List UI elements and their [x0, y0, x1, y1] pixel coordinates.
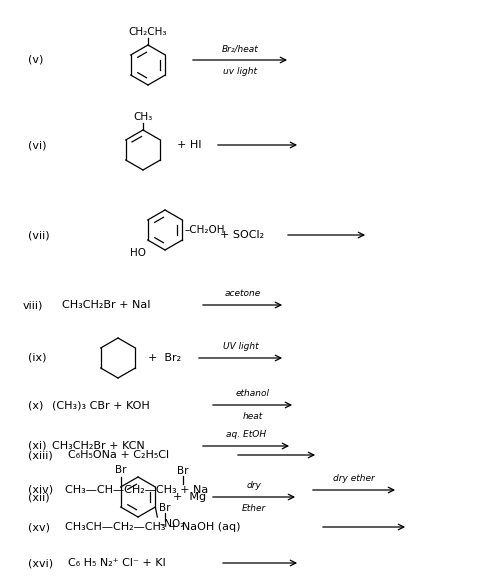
Text: aq. EtOH: aq. EtOH [226, 430, 266, 439]
Text: + SOCl₂: + SOCl₂ [220, 230, 264, 240]
Text: –CH₂OH: –CH₂OH [184, 225, 225, 235]
Text: (xiii): (xiii) [28, 450, 53, 460]
Text: CH₃CH₂Br + KCN: CH₃CH₂Br + KCN [52, 441, 145, 451]
Text: CH₃—CH—CH₂—CH₃ + Na: CH₃—CH—CH₂—CH₃ + Na [65, 485, 208, 495]
Text: C₆ H₅ N₂⁺ Cl⁻ + KI: C₆ H₅ N₂⁺ Cl⁻ + KI [68, 558, 166, 568]
Text: UV light: UV light [223, 342, 258, 351]
Text: (xi): (xi) [28, 441, 46, 451]
Text: dry: dry [246, 481, 262, 490]
Text: viii): viii) [23, 300, 43, 310]
Text: HO: HO [130, 248, 146, 258]
Text: (xv): (xv) [28, 522, 50, 532]
Text: (x): (x) [28, 400, 43, 410]
Text: (xvi): (xvi) [28, 558, 53, 568]
Text: Br: Br [115, 465, 127, 475]
Text: (ix): (ix) [28, 353, 46, 363]
Text: CH₃CH—CH₂—CH₃ + NaOH (aq): CH₃CH—CH₂—CH₃ + NaOH (aq) [65, 522, 241, 532]
Text: CH₃: CH₃ [133, 112, 152, 122]
Text: + HI: + HI [177, 140, 202, 150]
Text: CH₃CH₂Br + NaI: CH₃CH₂Br + NaI [62, 300, 150, 310]
Text: (CH₃)₃ CBr + KOH: (CH₃)₃ CBr + KOH [52, 400, 150, 410]
Text: –NO₂: –NO₂ [159, 519, 185, 529]
Text: Br₂/heat: Br₂/heat [222, 44, 259, 53]
Text: +  Mg: + Mg [173, 492, 206, 502]
Text: heat: heat [243, 412, 262, 421]
Text: (vi): (vi) [28, 140, 46, 150]
Text: (xii): (xii) [28, 492, 50, 502]
Text: dry ether: dry ether [333, 474, 375, 483]
Text: ethanol: ethanol [236, 389, 269, 398]
Text: +  Br₂: + Br₂ [148, 353, 181, 363]
Text: C₆H₅ONa + C₂H₅Cl: C₆H₅ONa + C₂H₅Cl [68, 450, 169, 460]
Text: Br: Br [177, 466, 189, 476]
Text: CH₂CH₃: CH₂CH₃ [129, 27, 167, 37]
Text: Br: Br [159, 503, 171, 513]
Text: (v): (v) [28, 55, 43, 65]
Text: Ether: Ether [242, 504, 266, 513]
Text: (xiv): (xiv) [28, 485, 53, 495]
Text: (vii): (vii) [28, 230, 50, 240]
Text: uv light: uv light [223, 67, 257, 76]
Text: acetone: acetone [225, 289, 261, 298]
